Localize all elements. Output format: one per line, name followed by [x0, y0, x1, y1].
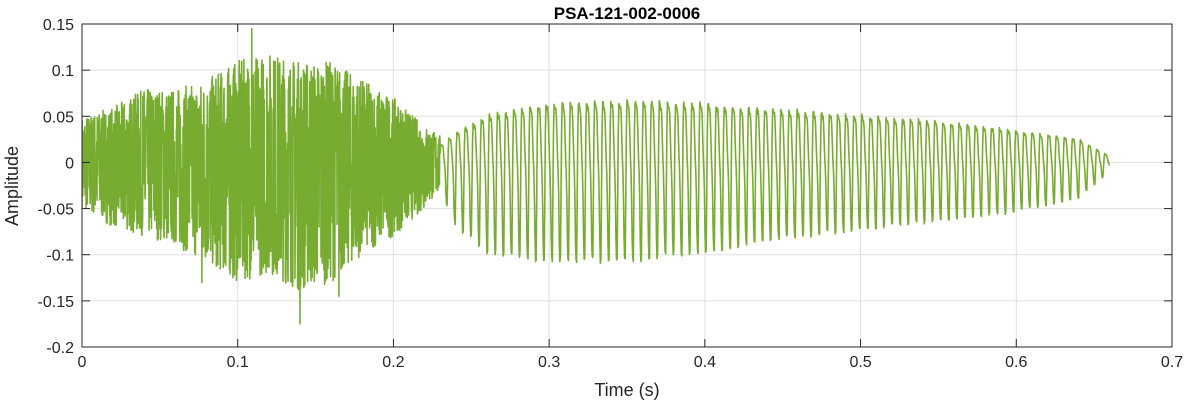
y-tick-label: 0.15	[43, 17, 74, 34]
x-tick-label: 0.1	[227, 354, 249, 371]
x-tick-label: 0.5	[849, 354, 871, 371]
y-tick-label: -0.15	[38, 294, 75, 311]
signal-layer	[82, 27, 1111, 325]
y-tick-label: -0.05	[38, 202, 75, 219]
x-tick-label: 0.4	[694, 354, 716, 371]
x-tick-label: 0.6	[1005, 354, 1027, 371]
x-tick-labels: 0 0.1 0.2 0.3 0.4 0.5 0.6 0.7	[78, 354, 1184, 371]
signal-waveform	[82, 27, 1111, 325]
axes-box	[81, 23, 1173, 348]
x-tick-label: 0	[78, 354, 87, 371]
x-tick-label: 0.2	[382, 354, 404, 371]
y-tick-label: -0.1	[46, 248, 74, 265]
y-tick-label: 0.05	[43, 109, 74, 126]
y-tick-label: -0.2	[46, 340, 74, 357]
x-tick-label: 0.3	[538, 354, 560, 371]
y-tick-label: 0.1	[52, 63, 74, 80]
y-tick-label: 0	[65, 155, 74, 172]
x-tick-label: 0.7	[1161, 354, 1183, 371]
x-axis-label: Time (s)	[594, 380, 659, 400]
chart-title: PSA-121-002-0006	[554, 4, 700, 23]
y-tick-labels: -0.2 -0.15 -0.1 -0.05 0 0.05 0.1 0.15	[38, 17, 75, 357]
tick-marks	[81, 23, 1173, 348]
y-axis-label: Amplitude	[2, 146, 22, 226]
